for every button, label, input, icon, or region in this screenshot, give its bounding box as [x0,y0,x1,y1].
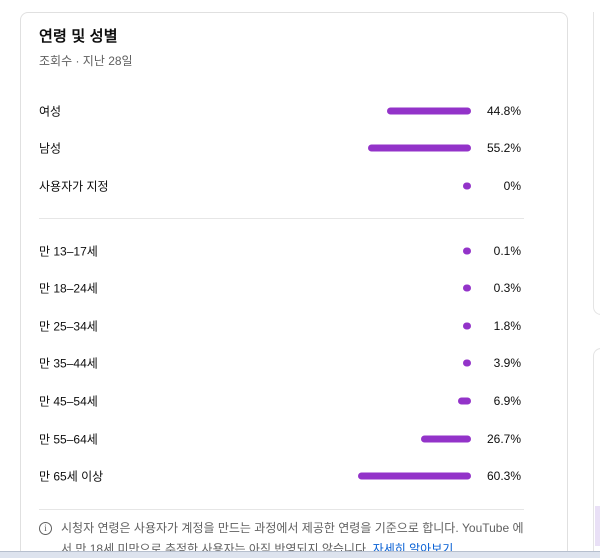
card-header: 연령 및 성별 조회수 · 지난 28일 [21,13,567,69]
footer-divider [39,508,524,510]
category-label: 만 45–54세 [39,394,98,409]
bar [463,247,471,255]
bar [387,107,471,115]
category-label: 만 18–24세 [39,281,98,296]
demographic-row: 만 55–64세 26.7% [21,420,567,458]
adjacent-card-chart-fragment [595,506,600,546]
bar [458,397,471,405]
card-subtitle: 조회수 · 지난 28일 [39,54,133,68]
percentage-value: 0.3% [493,281,521,296]
percentage-value: 0% [503,178,521,193]
demographic-row: 만 25–34세 1.8% [21,307,567,345]
demographic-row: 만 18–24세 0.3% [21,269,567,307]
adjacent-card-bottom-edge [593,348,600,552]
card-title: 연령 및 성별 [39,28,118,45]
percentage-value: 55.2% [486,141,521,156]
demographic-row: 만 65세 이상 60.3% [21,457,567,495]
bar [463,322,471,330]
category-label: 만 65세 이상 [39,469,104,484]
adjacent-card-top-edge [593,12,600,315]
bar [463,182,471,190]
category-label: 만 25–34세 [39,319,98,334]
category-label: 만 13–17세 [39,244,98,259]
section-divider [39,217,524,219]
percentage-value: 1.8% [493,318,521,333]
demographic-row: 만 35–44세 3.9% [21,345,567,383]
percentage-value: 3.9% [493,356,521,371]
category-label: 만 35–44세 [39,356,98,371]
bar [421,435,471,443]
category-label: 남성 [39,141,62,156]
percentage-value: 6.9% [493,393,521,408]
demographic-row: 여성 44.8% [21,92,567,130]
window-bottom-edge [0,551,600,558]
footnote-line1: 시청자 연령은 사용자가 계정을 만드는 과정에서 제공한 연령을 기준으로 합… [61,520,510,535]
demographic-row: 만 45–54세 6.9% [21,382,567,420]
bar [368,144,471,152]
age-rows: 만 13–17세 0.1% 만 18–24세 0.3% 만 25–34세 1.8… [21,232,567,495]
demographic-row: 남성 55.2% [21,130,567,168]
percentage-value: 26.7% [486,431,521,446]
bar [463,359,471,367]
percentage-value: 44.8% [486,103,521,118]
percentage-value: 0.1% [493,243,521,258]
bar [358,472,471,480]
gender-rows: 여성 44.8% 남성 55.2% 사용자가 지정 0% [21,92,567,205]
age-gender-card: 연령 및 성별 조회수 · 지난 28일 여성 44.8% 남성 55.2% 사… [20,12,568,558]
category-label: 사용자가 지정 [39,179,109,194]
category-label: 만 55–64세 [39,432,98,447]
demographic-row: 만 13–17세 0.1% [21,232,567,270]
bar [463,284,471,292]
category-label: 여성 [39,104,62,119]
info-icon: i [39,521,52,535]
percentage-value: 60.3% [486,469,521,484]
demographic-row: 사용자가 지정 0% [21,167,567,205]
